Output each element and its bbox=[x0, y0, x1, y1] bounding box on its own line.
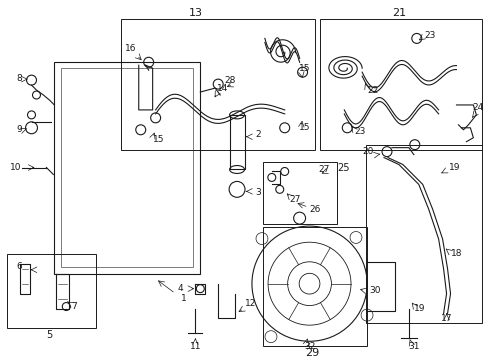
Text: 27: 27 bbox=[317, 165, 329, 174]
Text: 14: 14 bbox=[216, 84, 227, 93]
Text: 7: 7 bbox=[71, 302, 77, 311]
Text: 32: 32 bbox=[303, 342, 315, 351]
Bar bbox=[366, 145, 481, 323]
Text: 24: 24 bbox=[472, 103, 483, 112]
Text: 29: 29 bbox=[305, 348, 319, 358]
Text: 25: 25 bbox=[337, 162, 349, 172]
Text: 11: 11 bbox=[189, 342, 201, 351]
Text: 13: 13 bbox=[188, 8, 202, 18]
Text: 19: 19 bbox=[447, 163, 459, 172]
Bar bbox=[320, 19, 481, 150]
Text: 27: 27 bbox=[289, 195, 301, 204]
Text: 15: 15 bbox=[298, 123, 310, 132]
Text: 8: 8 bbox=[17, 74, 22, 83]
Text: 9: 9 bbox=[17, 125, 22, 134]
Text: 17: 17 bbox=[440, 314, 451, 323]
Bar bbox=[61, 68, 193, 267]
Text: 23: 23 bbox=[424, 31, 435, 40]
Text: 23: 23 bbox=[353, 127, 365, 136]
Text: 6: 6 bbox=[17, 262, 22, 271]
Text: 30: 30 bbox=[368, 286, 380, 295]
Bar bbox=[263, 227, 366, 346]
Text: 18: 18 bbox=[449, 249, 461, 258]
Text: 31: 31 bbox=[407, 342, 419, 351]
Text: 15: 15 bbox=[152, 135, 164, 144]
Text: 3: 3 bbox=[254, 188, 260, 197]
Text: 26: 26 bbox=[309, 205, 320, 214]
Text: 28: 28 bbox=[224, 76, 235, 85]
Text: 4: 4 bbox=[178, 284, 183, 293]
Text: 5: 5 bbox=[46, 330, 52, 340]
Bar bbox=[7, 254, 96, 328]
Text: 22: 22 bbox=[366, 86, 378, 95]
Bar bbox=[54, 62, 200, 274]
Text: 1: 1 bbox=[180, 294, 186, 303]
Text: 2: 2 bbox=[254, 130, 260, 139]
Bar bbox=[121, 19, 314, 150]
Bar bbox=[263, 162, 337, 224]
Text: 21: 21 bbox=[391, 8, 405, 18]
Text: 15: 15 bbox=[298, 64, 310, 73]
Text: 20: 20 bbox=[362, 147, 373, 156]
Text: 10: 10 bbox=[10, 163, 21, 172]
Text: 12: 12 bbox=[244, 299, 256, 308]
Text: 16: 16 bbox=[125, 44, 136, 53]
Text: 19: 19 bbox=[413, 304, 425, 313]
